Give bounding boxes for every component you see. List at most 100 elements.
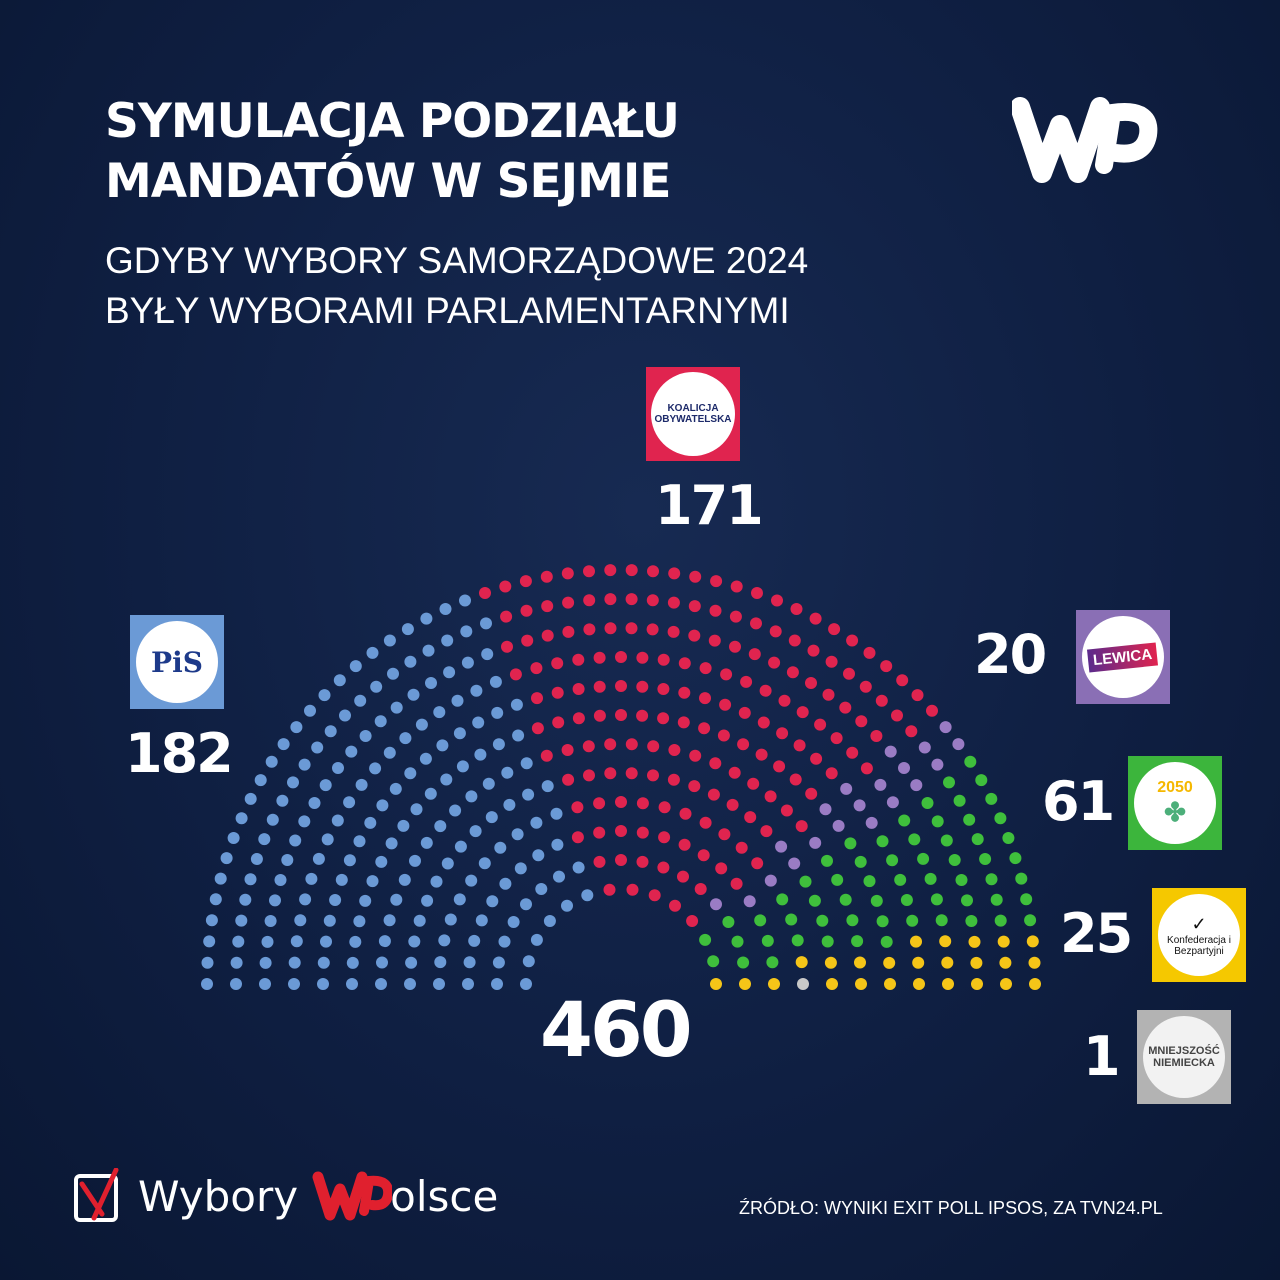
seat-0 <box>530 933 543 946</box>
seat-3 <box>900 894 913 906</box>
seat-1 <box>647 565 659 578</box>
seat-0 <box>492 738 505 751</box>
seat-4 <box>912 956 925 969</box>
seat-0 <box>409 854 421 867</box>
seat-1 <box>755 748 768 761</box>
seat-1 <box>572 683 585 695</box>
seat-0 <box>436 739 449 752</box>
seat-1 <box>708 634 721 647</box>
seat-3 <box>839 893 852 906</box>
subtitle-line-2: BYŁY WYBORAMI PARLAMENTARNYMI <box>105 290 790 331</box>
seat-1 <box>678 657 691 670</box>
seat-3 <box>1024 914 1037 927</box>
seat-0 <box>259 978 271 990</box>
seat-3 <box>948 854 961 866</box>
seat-0 <box>308 797 321 809</box>
seat-1 <box>625 738 638 751</box>
seat-1 <box>678 686 691 699</box>
seat-4 <box>942 978 954 990</box>
seat-0 <box>383 746 396 759</box>
seat-0 <box>287 776 299 789</box>
seat-1 <box>737 738 750 751</box>
seat-1 <box>541 629 554 642</box>
seat-0 <box>453 893 466 906</box>
seat-1 <box>668 744 681 756</box>
seat-0 <box>401 623 414 636</box>
seat-3 <box>722 916 735 928</box>
seat-0 <box>258 833 271 846</box>
seat-1 <box>839 701 852 714</box>
seat-3 <box>808 894 821 907</box>
ballot-icon <box>74 1168 119 1222</box>
seat-2 <box>819 803 832 816</box>
seat-1 <box>603 883 616 896</box>
seat-1 <box>757 716 770 729</box>
seat-0 <box>410 803 423 816</box>
seat-0 <box>320 935 332 948</box>
seat-0 <box>390 701 403 714</box>
konfederacja-logo: ✓ Konfederacja i Bezpartyjni <box>1152 888 1246 982</box>
seat-1 <box>689 570 702 583</box>
seat-1 <box>615 651 627 663</box>
seat-0 <box>203 935 216 948</box>
seat-3 <box>844 837 857 850</box>
seat-1 <box>571 831 584 844</box>
seat-2 <box>788 857 801 870</box>
seat-0 <box>404 767 417 780</box>
seat-0 <box>494 841 507 854</box>
seat-0 <box>463 956 476 969</box>
seat-1 <box>647 740 660 753</box>
seat-1 <box>863 646 876 659</box>
seat-0 <box>469 825 482 838</box>
seat-0 <box>482 777 495 790</box>
seat-3 <box>791 934 804 947</box>
seat-1 <box>764 790 777 803</box>
seat-1 <box>593 826 606 839</box>
seat-1 <box>776 727 789 740</box>
seat-3 <box>979 853 992 865</box>
seat-0 <box>397 819 410 832</box>
seat-1 <box>769 625 782 638</box>
seat-0 <box>470 684 483 697</box>
seat-1 <box>870 730 883 742</box>
seat-3 <box>917 852 930 865</box>
seat-1 <box>751 587 763 599</box>
seat-1 <box>718 828 731 841</box>
seat-0 <box>359 730 372 742</box>
seat-3 <box>821 854 833 867</box>
seat-3 <box>707 955 720 968</box>
seat-1 <box>825 767 838 780</box>
seat-0 <box>553 870 565 883</box>
seat-0 <box>323 914 336 927</box>
seat-0 <box>465 874 478 887</box>
seat-3 <box>953 794 966 807</box>
seat-1 <box>562 596 575 609</box>
pis-logo: PiS <box>130 615 224 709</box>
seat-3 <box>961 894 973 907</box>
seat-2 <box>809 836 822 849</box>
seat-0 <box>443 666 456 679</box>
seat-0 <box>511 828 524 841</box>
seat-1 <box>793 739 806 752</box>
seat-1 <box>593 680 606 693</box>
seat-0 <box>288 978 300 990</box>
seat-1 <box>571 801 584 814</box>
seat-3 <box>994 812 1007 825</box>
seat-3 <box>761 934 774 947</box>
seat-0 <box>453 727 466 740</box>
seat-0 <box>399 732 412 745</box>
seat-1 <box>667 773 680 786</box>
seat-3 <box>894 873 907 886</box>
seat-0 <box>489 675 502 688</box>
seat-0 <box>364 816 377 829</box>
source-note: ŹRÓDŁO: WYNIKI EXIT POLL IPSOS, ZA TVN24… <box>739 1198 1163 1218</box>
seat-3 <box>930 893 943 906</box>
seat-3 <box>985 873 998 886</box>
seat-3 <box>831 873 844 886</box>
seat-0 <box>550 807 563 820</box>
seat-1 <box>583 623 596 636</box>
seat-1 <box>593 709 606 722</box>
seat-0 <box>346 978 358 990</box>
seat-3 <box>854 855 867 868</box>
seat-1 <box>795 820 808 833</box>
